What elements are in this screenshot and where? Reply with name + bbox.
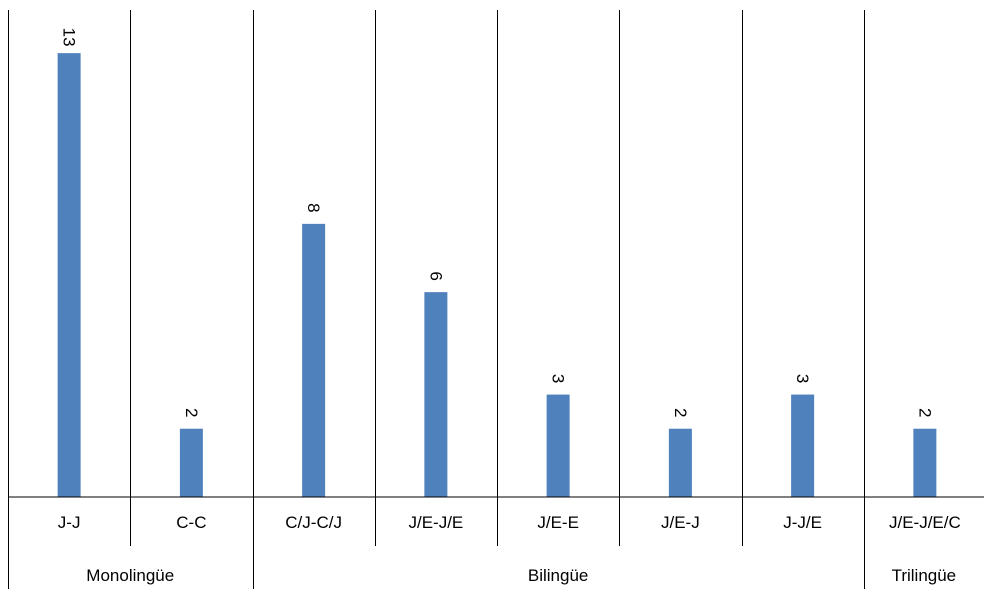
- bar-C-C: [179, 428, 203, 497]
- data-label: 2: [915, 408, 934, 417]
- group-labels: Monolingüe Bilingüe Trilingüe: [86, 566, 956, 585]
- data-label: 6: [426, 271, 445, 280]
- bar-J/E-J: [668, 428, 692, 497]
- data-label: 2: [671, 408, 690, 417]
- bars: [57, 53, 937, 498]
- group-label: Bilingüe: [528, 566, 589, 585]
- category-tick-label: J/E-J: [661, 513, 700, 532]
- category-tick-label: C/J-C/J: [285, 513, 342, 532]
- data-label: 2: [182, 408, 201, 417]
- category-separators: [8, 10, 865, 589]
- category-tick-label: J-J: [58, 513, 81, 532]
- bar-J/E-J/E/C: [913, 428, 937, 497]
- bar-J-J/E: [791, 394, 815, 497]
- category-tick-label: C-C: [176, 513, 206, 532]
- category-tick-labels: J-J C-C C/J-C/J J/E-J/E J/E-E J/E-J J-J/E J/E-J…: [58, 513, 961, 532]
- bar-J/E-J/E: [424, 292, 448, 497]
- data-label: 3: [793, 374, 812, 383]
- category-tick-label: J/E-E: [537, 513, 579, 532]
- category-tick-label: J-J/E: [783, 513, 822, 532]
- data-label: 3: [549, 374, 568, 383]
- data-labels: 13 2 8 6 3 2 3 2: [60, 28, 935, 418]
- bar-J/E-E: [546, 394, 570, 497]
- bar-C/J-C/J: [302, 223, 326, 497]
- category-tick-label: J/E-J/E: [408, 513, 463, 532]
- data-label: 13: [60, 28, 79, 47]
- data-label: 8: [304, 203, 323, 212]
- group-label: Monolingüe: [86, 566, 174, 585]
- group-label: Trilingüe: [892, 566, 957, 585]
- category-tick-label: J/E-J/E/C: [889, 513, 961, 532]
- bar-J-J: [57, 53, 81, 498]
